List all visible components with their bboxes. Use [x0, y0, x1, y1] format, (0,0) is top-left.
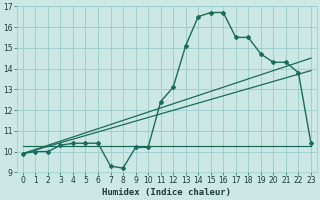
- X-axis label: Humidex (Indice chaleur): Humidex (Indice chaleur): [102, 188, 231, 197]
